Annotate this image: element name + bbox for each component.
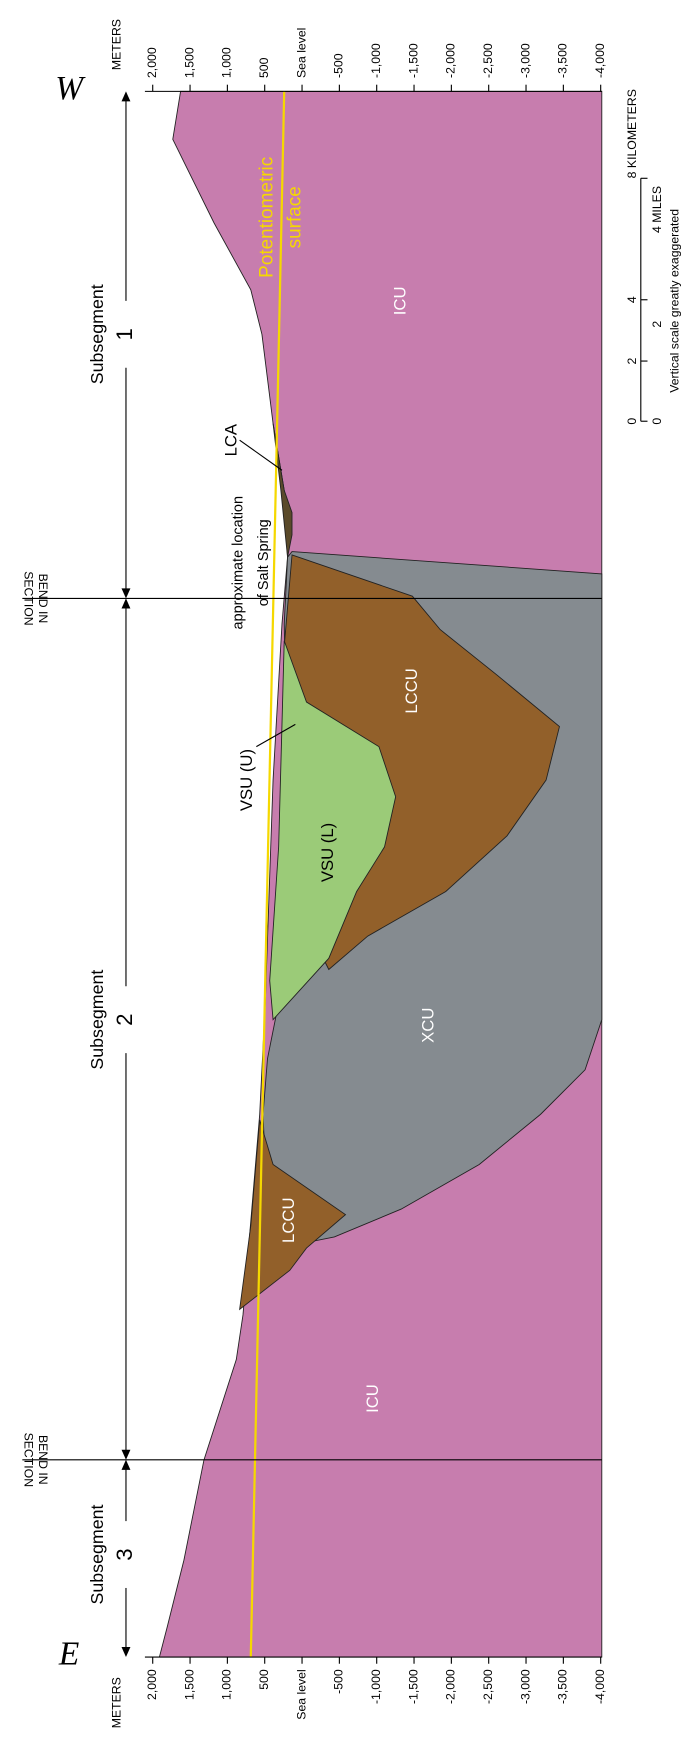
scale-label: 4 MILES	[650, 186, 664, 233]
annotation: Potentiometric	[256, 157, 277, 278]
east-label: E	[58, 1636, 79, 1673]
subsegment-number: 1	[112, 328, 137, 340]
tick-label: -3,500	[556, 43, 570, 78]
tick-label: -3,500	[556, 1669, 570, 1704]
tick-label: -2,000	[444, 43, 458, 78]
leader-line	[256, 723, 296, 748]
bend-label: BEND IN	[36, 574, 50, 624]
tick-label: 1,000	[220, 47, 234, 78]
tick-label: -4,000	[593, 43, 607, 78]
unit-label: ICU	[391, 286, 410, 315]
tick-label: -2,500	[481, 1669, 495, 1704]
arrow-head	[121, 588, 131, 599]
tick-label: 500	[257, 57, 271, 78]
subsegment-label: Subsegment	[87, 284, 107, 384]
scale-label: 0	[650, 418, 664, 425]
scale-label: 2	[650, 321, 664, 328]
tick-label: -1,000	[369, 1669, 383, 1704]
tick-label: -2,500	[481, 43, 495, 78]
lccu-unit	[239, 1119, 347, 1311]
subsegment-number: 2	[112, 1013, 137, 1025]
unit-label: LCCU	[279, 1197, 298, 1242]
tick-label: 2,000	[145, 47, 159, 78]
arrow-head	[121, 1449, 131, 1460]
tick-label: 500	[257, 1669, 271, 1690]
subsegment-number: 3	[112, 1548, 137, 1560]
leader-line	[239, 439, 283, 471]
unit-label: VSU (U)	[237, 749, 256, 811]
bend-label: SECTION	[22, 571, 36, 625]
annotation: surface	[284, 186, 305, 248]
unit-label: LCCU	[402, 668, 421, 713]
tick-label: Sea level	[294, 28, 308, 78]
tick-label: -500	[332, 53, 346, 78]
arrow-head	[121, 598, 131, 609]
axis-title: METERS	[109, 19, 123, 70]
tick-label: 1,500	[182, 47, 196, 78]
tick-label: 1,000	[220, 1669, 234, 1700]
subsegment-label: Subsegment	[87, 970, 107, 1070]
unit-label: ICU	[363, 1384, 382, 1413]
scale-label: 8 KILOMETERS	[625, 89, 639, 178]
potentiometric-surface	[249, 91, 286, 1658]
unit-label: LCA	[221, 423, 240, 456]
bend-label: SECTION	[22, 1433, 36, 1487]
arrow-head	[121, 91, 131, 102]
vsu-lower-unit	[269, 640, 397, 1021]
tick-label: -4,000	[593, 1669, 607, 1704]
scale-label: 2	[625, 357, 639, 364]
tick-label: -1,500	[406, 43, 420, 78]
scale-note: Vertical scale greatly exaggerated	[668, 209, 682, 393]
tick-label: -2,000	[444, 1669, 458, 1704]
scale-label: 0	[625, 418, 639, 425]
axis-title: METERS	[109, 1677, 123, 1728]
geology	[158, 90, 603, 1658]
tick-label: Sea level	[294, 1669, 308, 1719]
tick-label: 2,000	[145, 1669, 159, 1700]
west-label: W	[55, 70, 86, 107]
bend-label: BEND IN	[36, 1435, 50, 1485]
subsegment-label: Subsegment	[87, 1504, 107, 1604]
annotation: approximate location	[230, 496, 246, 630]
tick-label: -500	[332, 1669, 346, 1694]
tick-label: -1,000	[369, 43, 383, 78]
unit-label: VSU (L)	[318, 823, 337, 882]
tick-label: -1,500	[406, 1669, 420, 1704]
annotations: W E ICU ICU LCCU LCCU VSU (L) XCU VSU (U…	[55, 19, 681, 1728]
tick-label: -3,000	[518, 43, 532, 78]
unit-label: XCU	[418, 1008, 437, 1043]
tick-label: 1,500	[182, 1669, 196, 1700]
arrow-head	[121, 1459, 131, 1470]
lca-unit	[272, 423, 293, 558]
tick-label: -3,000	[518, 1669, 532, 1704]
arrow-head	[121, 1647, 131, 1658]
annotation: of Salt Spring	[256, 519, 272, 606]
scale-label: 4	[625, 296, 639, 303]
